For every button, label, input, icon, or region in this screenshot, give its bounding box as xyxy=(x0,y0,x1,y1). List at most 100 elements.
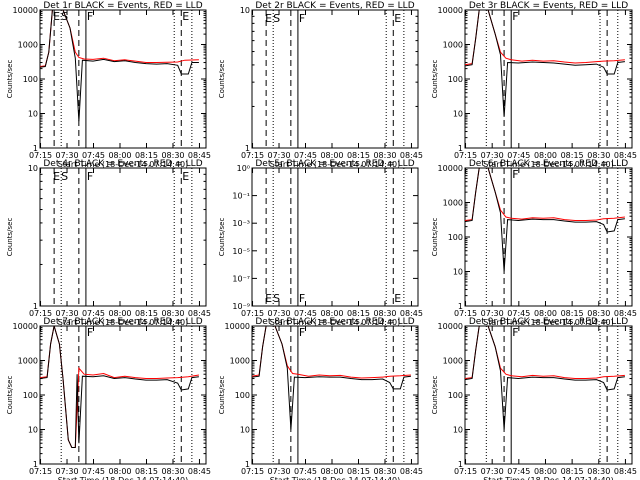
y-tick-label: 1000 xyxy=(230,357,250,366)
x-tick-label: 08:45 xyxy=(400,467,423,476)
panel-det-4: Det 4r BLACK = Events, RED = LLD 1 10 07:15… xyxy=(6,159,211,327)
y-tick-label: 1 xyxy=(33,302,38,311)
y-tick-label: 100 xyxy=(448,75,463,84)
x-tick-label: 08:30 xyxy=(587,151,610,160)
plot-frame xyxy=(251,167,419,307)
y-axis-label: Counts/sec xyxy=(431,376,439,415)
y-tick-label: 10000 xyxy=(438,164,463,173)
panel-title: Det 7r BLACK = Events, RED = LLD xyxy=(43,317,202,327)
plot-area xyxy=(465,10,625,148)
x-axis-label: Start Time (18-Dec-14 07:14:40) xyxy=(483,318,614,327)
marker-label: E xyxy=(265,12,272,25)
panel-det-1: Det 1r BLACK = Events, RED = LLD 1 10 100 10… xyxy=(6,1,211,169)
x-axis-label: Start Time (18-Dec-14 07:14:40) xyxy=(58,160,189,169)
plot-frame xyxy=(251,9,419,149)
plot-area xyxy=(40,10,199,148)
y-tick-label: 1 xyxy=(458,460,463,469)
series-lld-line xyxy=(465,168,625,221)
x-tick-label: 07:45 xyxy=(294,309,317,318)
x-tick-label: 07:45 xyxy=(507,151,530,160)
x-tick-label: 08:00 xyxy=(534,309,557,318)
x-tick-label: 08:00 xyxy=(108,467,131,476)
plot-area xyxy=(252,326,411,464)
x-tick-label: 08:45 xyxy=(614,309,637,318)
x-tick-label: 08:15 xyxy=(561,467,584,476)
y-axis-label: Counts/sec xyxy=(431,60,439,99)
x-tick-label: 07:45 xyxy=(507,467,530,476)
plot-frame xyxy=(39,167,207,307)
y-tick-label: 10⁻⁹ xyxy=(232,302,250,311)
series-events-line xyxy=(252,326,411,430)
series-lld-line xyxy=(465,326,625,379)
plot-area xyxy=(465,326,625,464)
y-axis-label: Counts/sec xyxy=(218,218,226,257)
marker-label: S xyxy=(273,292,280,305)
y-axis-label: Counts/sec xyxy=(431,218,439,257)
x-tick-label: 07:45 xyxy=(82,309,105,318)
x-tick-label: 07:30 xyxy=(55,467,78,476)
x-tick-label: 08:45 xyxy=(400,309,423,318)
x-tick-label: 07:30 xyxy=(55,309,78,318)
y-tick-label: 10⁻³ xyxy=(232,219,250,228)
y-tick-label: 10⁰ xyxy=(237,164,250,173)
marker-label: E xyxy=(53,170,60,183)
x-axis-label: Start Time (18-Dec-14 07:14:40) xyxy=(58,476,189,480)
y-tick-label: 10000 xyxy=(225,322,250,331)
marker-label: F xyxy=(299,292,305,305)
x-tick-label: 08:00 xyxy=(320,309,343,318)
x-tick-label: 08:15 xyxy=(347,151,370,160)
plot-area xyxy=(40,326,199,464)
marker-label: E xyxy=(53,10,60,23)
x-tick-label: 08:45 xyxy=(188,309,211,318)
y-tick-label: 10 xyxy=(28,164,38,173)
panel-title: Det 3r BLACK = Events, RED = LLD xyxy=(469,1,628,11)
x-tick-label: 08:30 xyxy=(373,309,396,318)
y-tick-label: 10 xyxy=(453,268,463,277)
y-tick-label: 100 xyxy=(23,75,38,84)
x-tick-label: 07:15 xyxy=(241,151,264,160)
panel-title: Det 2r BLACK = Events, RED = LLD xyxy=(255,1,414,11)
marker-label: E xyxy=(182,10,189,23)
panel-title: Det 4r BLACK = Events, RED = LLD xyxy=(43,159,202,169)
y-axis-label: Counts/sec xyxy=(6,376,14,415)
y-tick-label: 1000 xyxy=(18,41,38,50)
x-tick-label: 07:30 xyxy=(481,151,504,160)
x-tick-label: 08:30 xyxy=(161,151,184,160)
y-tick-label: 1 xyxy=(33,460,38,469)
y-tick-label: 100 xyxy=(448,233,463,242)
marker-label: E xyxy=(265,292,272,305)
x-tick-label: 08:30 xyxy=(373,151,396,160)
panel-title: Det 1r BLACK = Events, RED = LLD xyxy=(43,1,202,11)
x-tick-label: 08:30 xyxy=(161,467,184,476)
y-tick-label: 10 xyxy=(240,426,250,435)
y-tick-label: 10 xyxy=(453,110,463,119)
marker-label: F xyxy=(299,12,305,25)
marker-label: F xyxy=(512,168,518,181)
x-tick-label: 08:00 xyxy=(320,467,343,476)
x-axis-label: Start Time (18-Dec-14 07:14:40) xyxy=(270,476,401,480)
y-tick-label: 100 xyxy=(448,391,463,400)
series-lld-line xyxy=(40,10,199,67)
x-tick-label: 07:30 xyxy=(267,309,290,318)
x-axis-label: Start Time (18-Dec-14 07:14:40) xyxy=(270,160,401,169)
x-tick-label: 08:15 xyxy=(561,309,584,318)
x-tick-label: 08:30 xyxy=(587,309,610,318)
y-axis-label: Counts/sec xyxy=(218,376,226,415)
x-tick-label: 08:30 xyxy=(373,467,396,476)
x-tick-label: 08:30 xyxy=(161,309,184,318)
y-axis-label: Counts/sec xyxy=(218,60,226,99)
marker-label: E xyxy=(182,170,189,183)
x-tick-label: 08:45 xyxy=(188,151,211,160)
x-axis-label: Start Time (18-Dec-14 07:14:40) xyxy=(58,318,189,327)
marker-label: F xyxy=(87,170,93,183)
panel-det-6: Det 6r BLACK = Events, RED = LLD 1 10 100 10… xyxy=(431,159,637,327)
x-tick-label: 08:45 xyxy=(614,151,637,160)
y-tick-label: 10 xyxy=(453,426,463,435)
x-tick-label: 07:15 xyxy=(241,309,264,318)
series-lld-line xyxy=(252,326,411,379)
y-axis-label: Counts/sec xyxy=(6,60,14,99)
x-tick-label: 07:45 xyxy=(507,309,530,318)
x-tick-label: 08:15 xyxy=(135,309,158,318)
y-tick-label: 10⁻¹ xyxy=(232,192,250,201)
x-axis-label: Start Time (18-Dec-14 07:14:40) xyxy=(270,318,401,327)
